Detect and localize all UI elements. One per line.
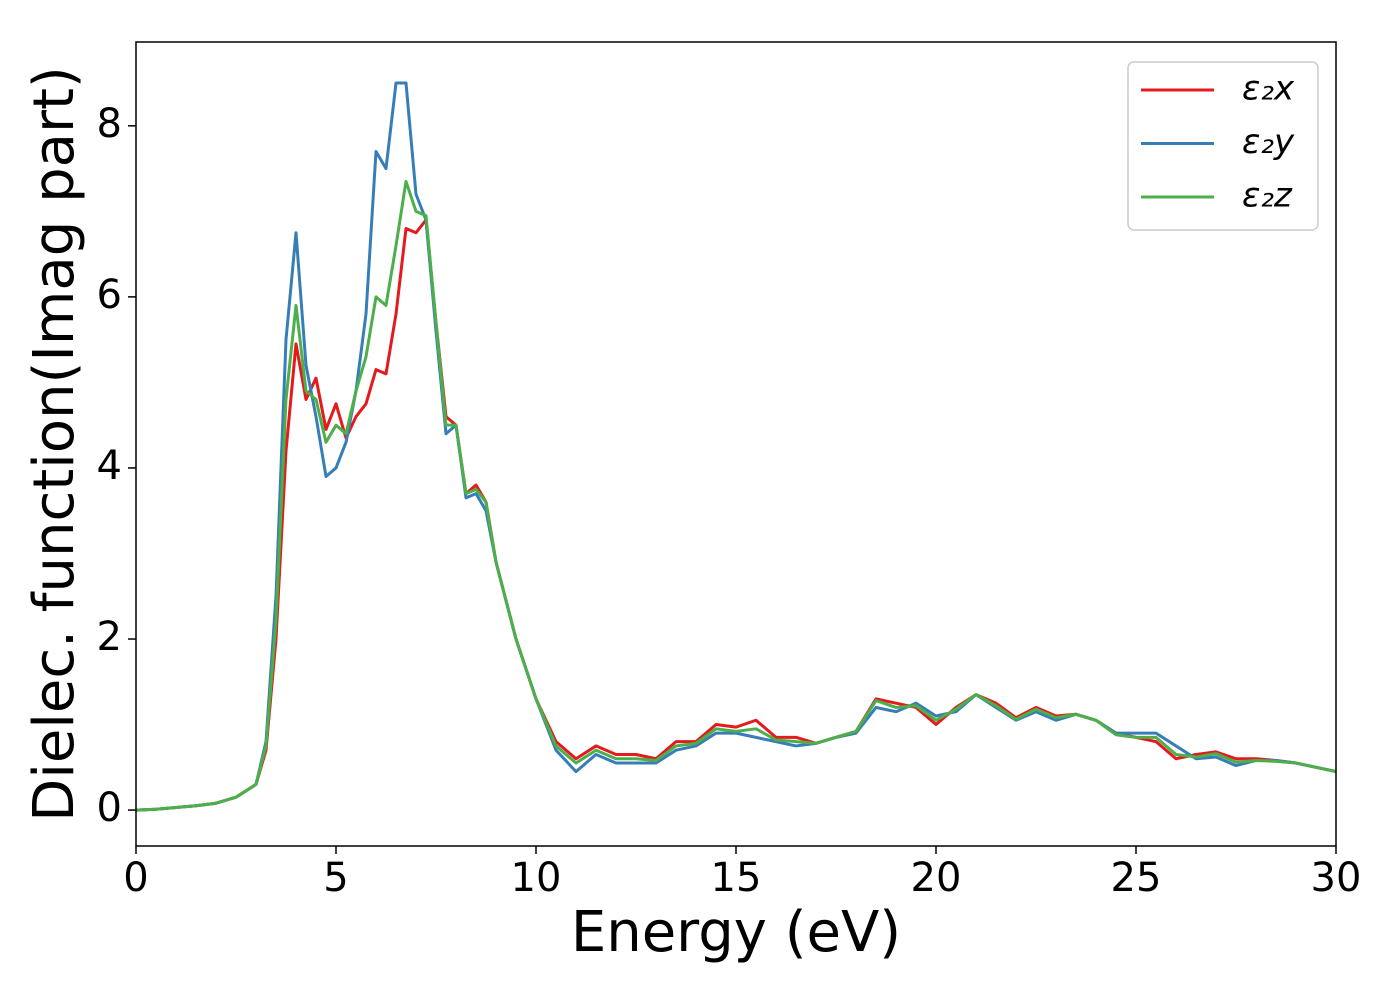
legend-label: ε₂x [1242,69,1295,109]
series-line [136,179,1336,812]
legend-box [1127,61,1319,231]
x-tick-label: 15 [711,855,762,901]
x-tick-label: 30 [1311,855,1362,901]
x-tick-label: 5 [323,855,348,901]
y-tick-label: 8 [97,101,122,147]
y-axis-label: Dielec. function(Imag part) [22,66,87,822]
plot-frame [135,41,1337,847]
legend-label: ε₂y [1242,122,1295,162]
y-tick-label: 2 [97,614,122,660]
legend-label: ε₂z [1242,176,1293,216]
x-tick-label: 25 [1111,855,1162,901]
y-tick-label: 4 [97,443,122,489]
x-tick-label: 10 [511,855,562,901]
x-tick-label: 20 [911,855,962,901]
x-tick-label: 0 [123,855,148,901]
y-tick-label: 6 [97,272,122,318]
y-tick-label: 0 [97,785,122,831]
x-axis-label: Energy (eV) [571,900,901,965]
